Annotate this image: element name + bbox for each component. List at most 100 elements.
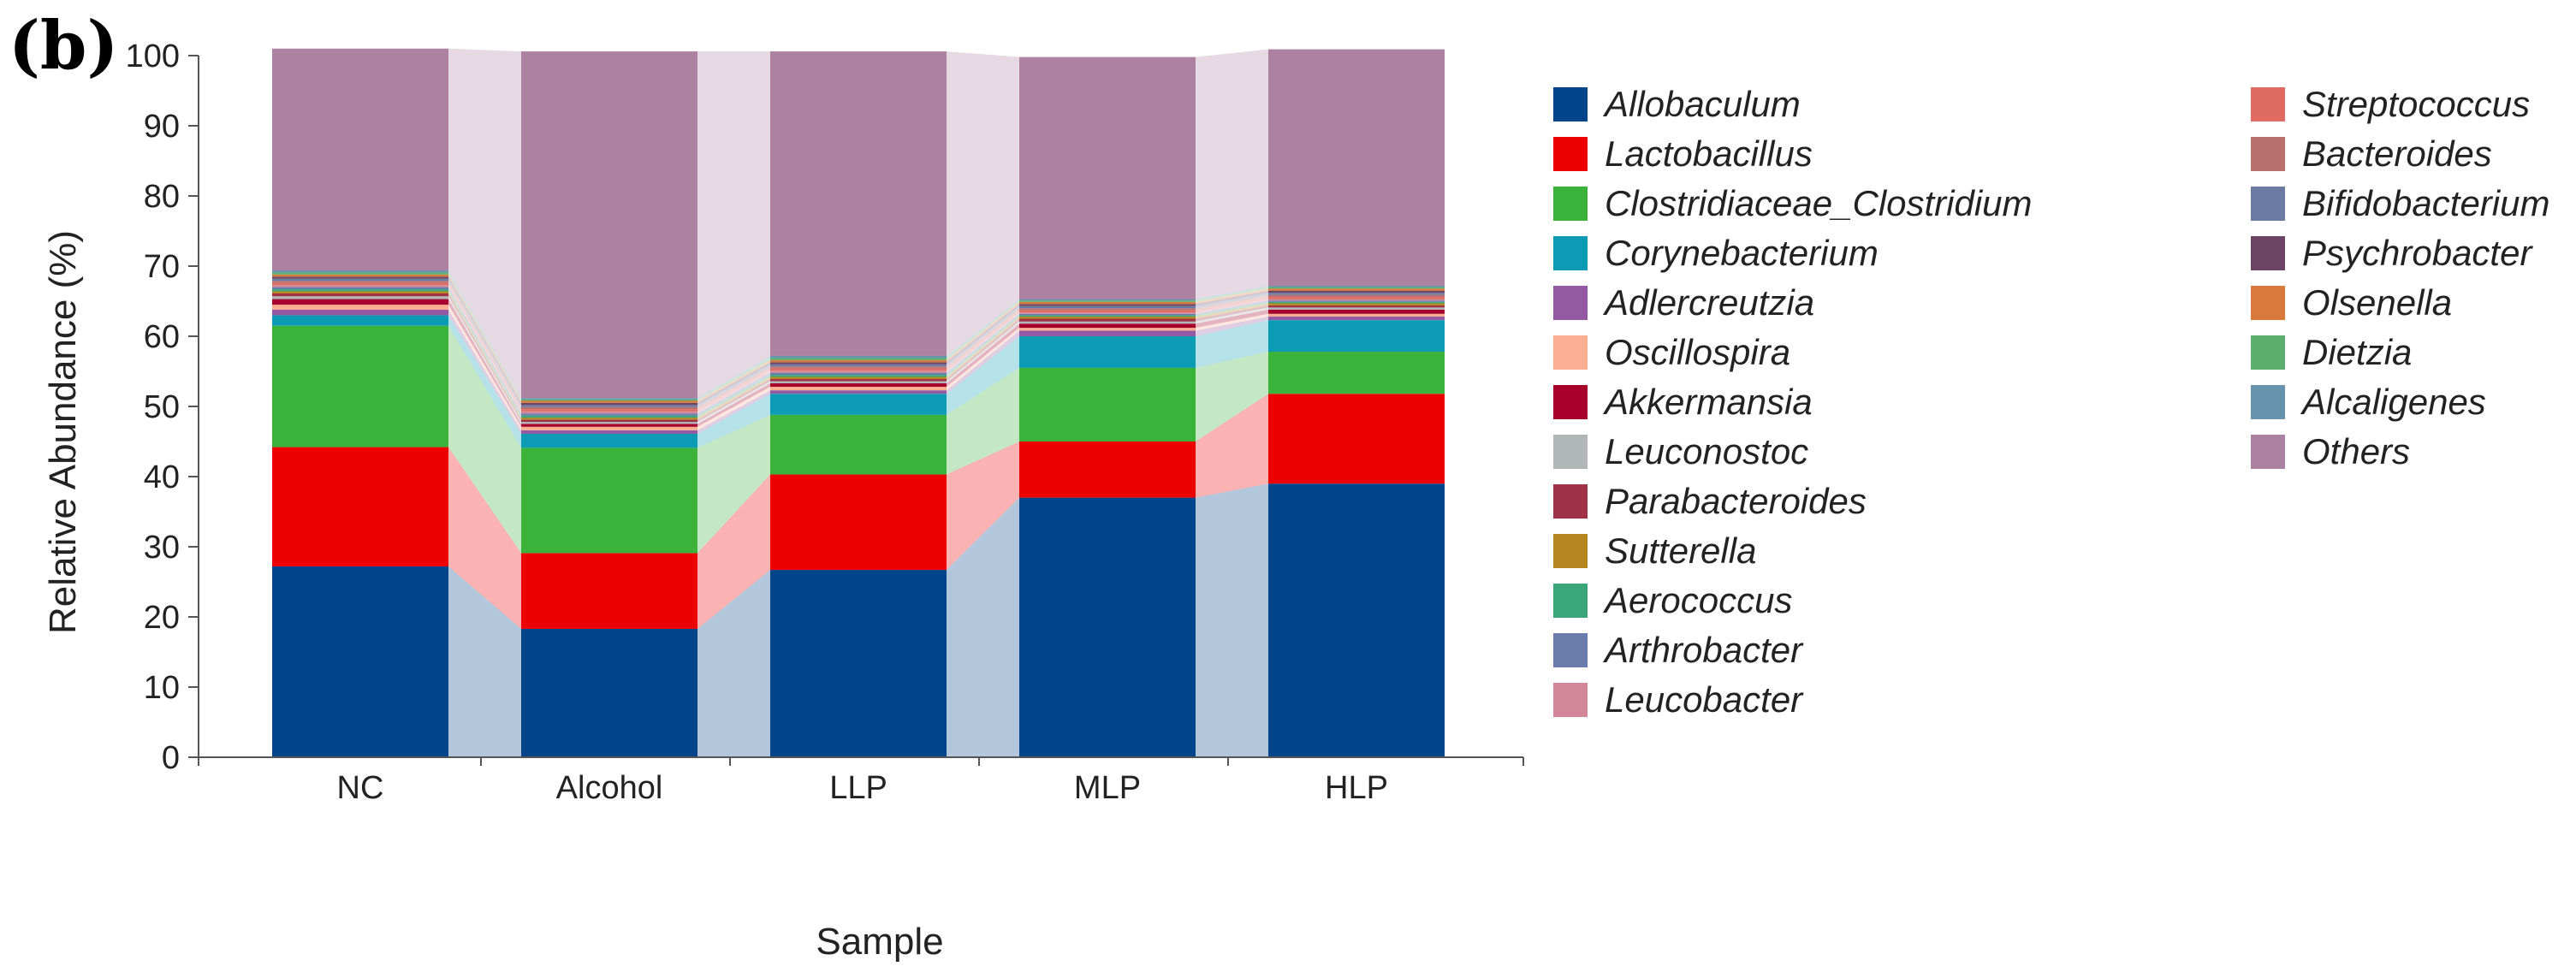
connector-band — [697, 362, 770, 406]
legend-label: Streptococcus — [2302, 84, 2530, 124]
panel-label: (b) — [9, 7, 118, 85]
bar-segment — [521, 402, 697, 406]
bar-segment — [1268, 294, 1445, 298]
bar-segment — [1268, 288, 1445, 291]
bar-segment — [770, 387, 947, 391]
bar-segment — [272, 325, 448, 448]
bars — [272, 48, 1445, 757]
y-axis-title: Relative Abundance (%) — [42, 230, 84, 634]
bar-segment — [521, 419, 697, 423]
bar-segment — [1019, 442, 1196, 498]
legend-label: Allobaculum — [1602, 84, 1801, 124]
bar-segment — [1268, 285, 1445, 287]
legend-swatch — [1553, 87, 1588, 122]
bar-segment — [272, 270, 448, 273]
bar-segment — [521, 433, 697, 448]
connector-band — [697, 375, 770, 418]
bar-segment — [272, 281, 448, 283]
bar-segment — [272, 305, 448, 310]
connector-band — [947, 305, 1019, 367]
legend-swatch — [1553, 484, 1588, 519]
connector-band — [1196, 290, 1268, 306]
x-axis-title: Sample — [816, 921, 943, 963]
bar-segment — [272, 299, 448, 305]
connector-band — [697, 355, 770, 400]
connector-band — [448, 291, 521, 420]
bar-segment — [1019, 305, 1196, 309]
legend-label: Psychrobacter — [2302, 233, 2533, 273]
bar-segment — [272, 289, 448, 292]
bar-segment — [272, 315, 448, 326]
connector-band — [1196, 299, 1268, 314]
connector-band — [697, 394, 770, 448]
bar-segment — [1019, 318, 1196, 322]
connector-band — [947, 301, 1019, 363]
bar-segment — [272, 272, 448, 275]
bar-segment — [272, 276, 448, 279]
connector-band — [947, 312, 1019, 373]
bar-segment — [770, 376, 947, 380]
bar-segment — [521, 413, 697, 416]
connector-band — [1196, 49, 1268, 299]
connector-band — [1196, 352, 1268, 442]
bar-segment — [272, 293, 448, 297]
connector-band — [947, 317, 1019, 380]
legend-label: Parabacteroides — [1605, 481, 1867, 521]
bar-segment — [1268, 317, 1445, 321]
legend-label: Corynebacterium — [1605, 233, 1879, 273]
bar-segment — [770, 366, 947, 369]
bar-segment — [1268, 307, 1445, 310]
bar-segment — [770, 372, 947, 376]
bar-segment — [1019, 330, 1196, 336]
bar-segment — [272, 48, 448, 270]
connector-band — [1196, 320, 1268, 368]
bar-segment — [521, 51, 697, 399]
connector-band — [448, 48, 521, 399]
y-tick-label: 100 — [126, 39, 180, 74]
y-tick-label: 50 — [144, 389, 180, 425]
connector-band — [448, 325, 521, 554]
bar-segment — [1019, 321, 1196, 324]
connector-band — [448, 315, 521, 448]
y-tick-label: 40 — [144, 459, 180, 495]
bar-segment — [272, 309, 448, 316]
connector-band — [448, 289, 521, 418]
bar-segment — [1268, 301, 1445, 304]
legend-item: Bifidobacterium — [2251, 183, 2549, 223]
bar-segment — [770, 359, 947, 363]
bar-segment — [770, 390, 947, 394]
bar-segment — [1019, 301, 1196, 305]
x-tick-label: MLP — [1074, 770, 1141, 806]
bar-segment — [1019, 308, 1196, 311]
connector-band — [697, 359, 770, 403]
legend-swatch — [2251, 236, 2285, 270]
y-tick-label: 80 — [144, 179, 180, 215]
legend-item: Sutterella — [1553, 530, 1756, 571]
legend-swatch — [2251, 137, 2285, 171]
legend-label: Leucobacter — [1605, 679, 1804, 720]
legend-item: Bacteroides — [2251, 133, 2492, 174]
legend-item: Alcaligenes — [2251, 382, 2486, 422]
connector-band — [947, 51, 1019, 356]
y-tick-label: 0 — [162, 740, 180, 776]
connector-band — [448, 274, 521, 403]
bar-segment — [521, 430, 697, 434]
bar-segment — [1268, 303, 1445, 305]
connector-band — [1196, 313, 1268, 331]
bar-segment — [770, 474, 947, 571]
bar-segment — [1268, 309, 1445, 314]
bar-segment — [1268, 290, 1445, 293]
bar-segment — [770, 570, 947, 757]
bar-segment — [770, 375, 947, 377]
bar-segment — [521, 405, 697, 407]
bar-segment — [272, 296, 448, 299]
connector-band — [947, 310, 1019, 371]
bar-segment — [521, 448, 697, 554]
x-tick-label: NC — [337, 770, 384, 806]
legend-swatch — [1553, 683, 1588, 717]
connector-band — [448, 282, 521, 412]
connector-band — [1196, 293, 1268, 309]
bar-segment — [770, 370, 947, 373]
legend-swatch — [1553, 385, 1588, 419]
y-tick-label: 60 — [144, 319, 180, 355]
